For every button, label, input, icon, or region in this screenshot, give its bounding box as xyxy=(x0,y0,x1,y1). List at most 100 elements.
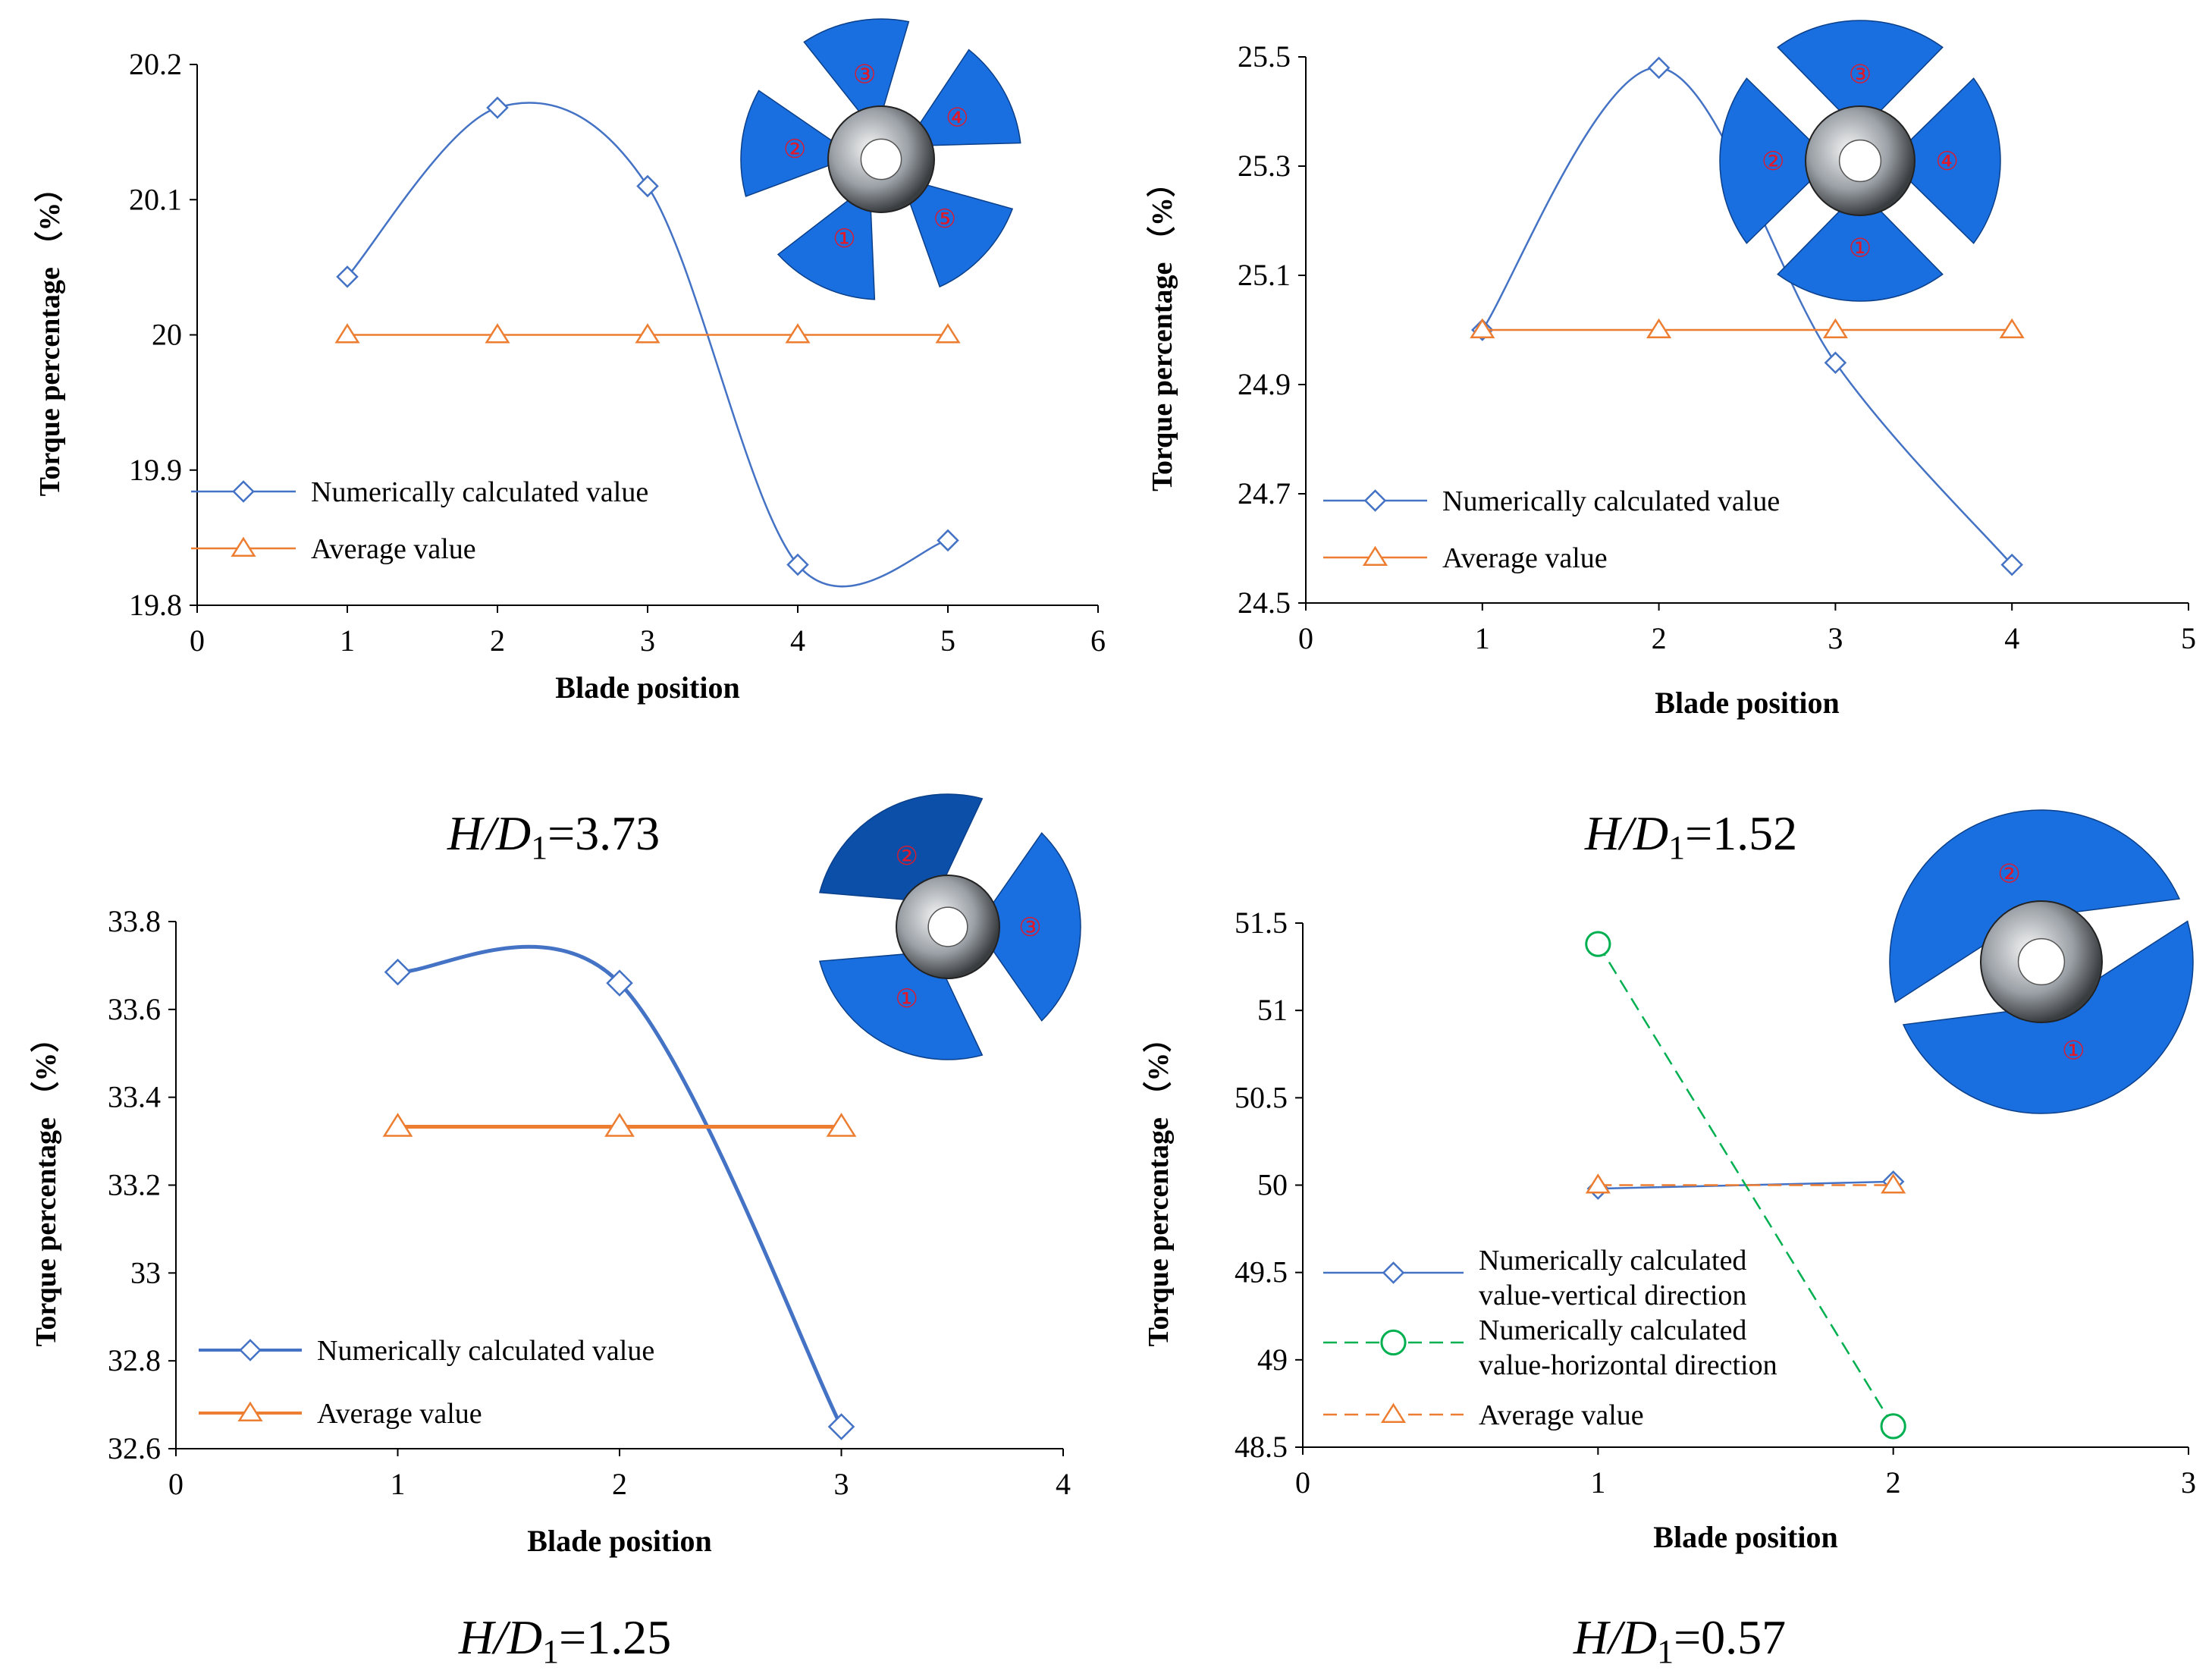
y-axis-label: Torque percentage （%） xyxy=(34,174,66,497)
chart-caption: H/D1=1.25 xyxy=(458,1610,671,1670)
y-tick-label: 32.6 xyxy=(108,1431,161,1465)
data-point xyxy=(336,265,359,288)
caption-part: D xyxy=(1621,1610,1657,1664)
blade-2-icon xyxy=(740,90,837,197)
chart-panel-2: 24.5 24.7 24.9 25.1 25.3 25.5 0 1 2 3 4 5 Blade posi… xyxy=(1147,20,2196,866)
caption-part: 1 xyxy=(542,1633,559,1670)
chart-panel-1: 19.8 19.9 20 20.1 20.2 0 1 2 3 4 5 6 Blade position T… xyxy=(34,18,1106,866)
x-tick-label: 0 xyxy=(1298,621,1313,655)
x-tick-label: 5 xyxy=(940,623,955,658)
data-point xyxy=(1585,931,1611,957)
legend-label: Numerically calculated xyxy=(1479,1245,1746,1277)
y-tick-label: 49.5 xyxy=(1235,1255,1288,1289)
legend-marker xyxy=(239,1339,262,1361)
blade-diagram: ①② xyxy=(1889,809,2194,1114)
legend-marker xyxy=(237,1401,263,1421)
y-tick-label: 24.5 xyxy=(1238,586,1291,620)
y-tick-label: 50 xyxy=(1257,1168,1288,1202)
legend-marker xyxy=(1380,1402,1407,1423)
hub-bore-icon xyxy=(1838,139,1882,183)
data-point xyxy=(1824,351,1847,374)
data-point xyxy=(636,174,659,198)
data-point xyxy=(786,553,809,576)
data-point xyxy=(382,1113,413,1137)
data-point xyxy=(1999,318,2025,338)
x-tick-label: 1 xyxy=(1590,1465,1605,1500)
blade-number-label: ① xyxy=(833,224,855,254)
data-point xyxy=(1647,56,1671,80)
blade-number-label: ③ xyxy=(853,59,876,90)
blade-number-label: ② xyxy=(1997,859,2020,889)
x-tick-label: 6 xyxy=(1090,623,1106,658)
chart-caption: H/D1=0.57 xyxy=(1573,1610,1786,1670)
legend-marker xyxy=(1382,1261,1405,1284)
blade-number-label: ④ xyxy=(946,102,968,133)
x-tick-label: 3 xyxy=(640,623,655,658)
blade-number-label: ④ xyxy=(1935,146,1958,177)
blade-3-icon xyxy=(803,18,910,116)
data-point xyxy=(1470,318,1495,338)
y-tick-label: 24.7 xyxy=(1238,476,1291,510)
y-tick-label: 33.2 xyxy=(108,1168,161,1202)
series-2 xyxy=(382,1113,857,1137)
caption-part: 1 xyxy=(531,829,548,866)
series-1 xyxy=(336,96,959,588)
chart-caption: H/D1=3.73 xyxy=(447,806,660,866)
data-point xyxy=(486,96,509,119)
data-point xyxy=(1646,318,1672,338)
data-point xyxy=(827,1413,855,1440)
series-3 xyxy=(1585,1173,1906,1194)
x-tick-label: 3 xyxy=(1828,621,1843,655)
legend-marker xyxy=(1363,489,1387,512)
y-axis-label: Torque percentage （%） xyxy=(1143,1024,1175,1347)
x-tick-label: 4 xyxy=(2004,621,2019,655)
y-tick-label: 24.9 xyxy=(1238,367,1291,401)
blade-4-icon xyxy=(1906,77,2001,244)
data-point xyxy=(826,1113,857,1137)
caption-part: D xyxy=(1633,806,1668,860)
series-2 xyxy=(334,323,961,344)
blade-3-icon xyxy=(1777,20,1944,115)
blade-number-label: ③ xyxy=(1849,59,1872,90)
x-tick-label: 2 xyxy=(1652,621,1667,655)
data-point xyxy=(1585,1173,1611,1194)
x-axis-label: Blade position xyxy=(555,670,739,705)
blade-number-label: ② xyxy=(896,841,918,871)
y-axis-label: Torque percentage （%） xyxy=(1147,168,1178,491)
blade-number-label: ① xyxy=(1849,234,1872,264)
legend-label: value-vertical direction xyxy=(1479,1280,1746,1311)
chart-panel-4: 48.5 49 49.5 50 50.5 51 51.5 0 1 2 3 Blade position… xyxy=(1143,809,2196,1670)
x-tick-label: 4 xyxy=(790,623,805,658)
caption-part: H xyxy=(1573,1610,1611,1664)
caption-part: H xyxy=(1584,806,1623,860)
y-tick-label: 25.1 xyxy=(1238,258,1291,292)
y-tick-label: 51.5 xyxy=(1235,906,1288,940)
y-tick-label: 32.8 xyxy=(108,1343,161,1377)
x-tick-label: 1 xyxy=(1475,621,1490,655)
blade-number-label: ① xyxy=(2062,1036,2085,1066)
x-tick-label: 0 xyxy=(168,1467,184,1501)
y-tick-label: 20.2 xyxy=(129,47,182,81)
chart-panel-3: 32.6 32.8 33 33.2 33.4 33.6 33.8 0 1 2 3 4 Blade pos… xyxy=(30,793,1081,1670)
caption-part: D xyxy=(495,806,531,860)
legend-marker xyxy=(1362,545,1388,566)
x-tick-label: 3 xyxy=(2181,1465,2196,1500)
legend-marker xyxy=(1380,1329,1407,1356)
blade-1-icon xyxy=(777,196,876,300)
series-2 xyxy=(1470,318,2025,338)
legend: Numerically calculated value Average valu… xyxy=(199,1335,654,1430)
legend-label: value-horizontal direction xyxy=(1479,1349,1777,1381)
x-tick-label: 3 xyxy=(834,1467,849,1501)
blade-number-label: ③ xyxy=(1018,912,1041,943)
y-tick-label: 48.5 xyxy=(1235,1430,1288,1464)
legend-label: Numerically calculated value xyxy=(1442,485,1780,517)
x-tick-label: 1 xyxy=(391,1467,406,1501)
blade-diagram: ① ② ③ ④ xyxy=(1719,20,2001,302)
blade-1-icon xyxy=(1777,206,1944,302)
y-tick-label: 25.3 xyxy=(1238,149,1291,183)
legend-label: Average value xyxy=(1442,542,1608,574)
series-line xyxy=(347,102,949,588)
data-point xyxy=(384,958,412,986)
